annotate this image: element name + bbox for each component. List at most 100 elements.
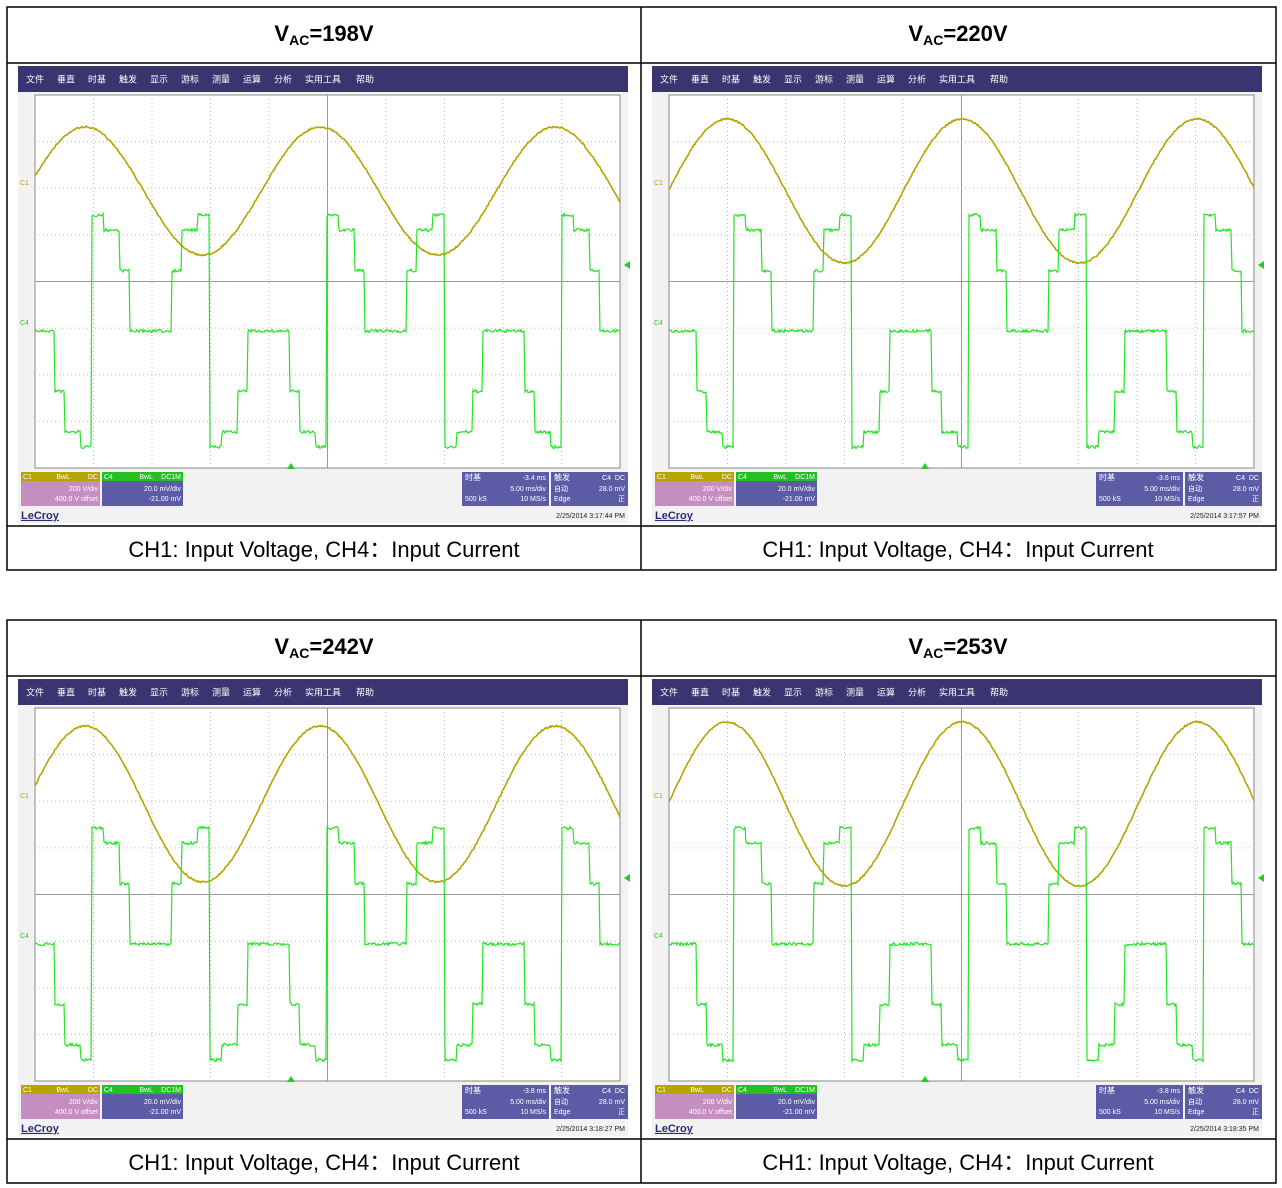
trigger-label: 触发	[1188, 1085, 1204, 1095]
channel-name: C1	[657, 1087, 666, 1094]
channel-marker: C1	[20, 180, 29, 187]
timestamp: 2/25/2014 3:17:44 PM	[556, 513, 625, 520]
channel-marker: C1	[654, 180, 663, 187]
channel-marker: C4	[654, 320, 663, 327]
channel-name: C4	[104, 474, 113, 481]
scope-logo: LeCroy	[655, 1123, 694, 1135]
timebase-scale: 5.00 ms/div	[510, 486, 546, 493]
menu-item: 帮助	[990, 73, 1008, 84]
menu-item: 时基	[722, 686, 740, 697]
timebase-scale: 5.00 ms/div	[510, 1099, 546, 1106]
menu-item: 实用工具	[305, 686, 341, 697]
timebase-delay: -3.8 ms	[1157, 1088, 1181, 1095]
channel-name: C1	[657, 474, 666, 481]
menu-item: 时基	[88, 73, 106, 84]
menu-item: 显示	[150, 74, 168, 84]
title-main: V	[274, 21, 289, 46]
sample-count: 500 kS	[465, 1109, 487, 1116]
bandwidth: BwL	[690, 1087, 704, 1094]
panel-caption: CH1: Input Voltage, CH4：Input Current	[762, 537, 1153, 562]
sample-rate: 10 MS/s	[1154, 496, 1180, 503]
menu-item: 游标	[181, 686, 199, 697]
vertical-offset: 400.0 V offset	[55, 496, 98, 503]
vertical-scale: 20.0 mV/div	[144, 486, 181, 493]
sample-count: 500 kS	[1099, 496, 1121, 503]
title-rest: =220V	[943, 21, 1008, 46]
menu-item: 垂直	[57, 73, 75, 84]
trigger-source: C4	[602, 475, 611, 482]
menu-item: 触发	[753, 686, 771, 697]
vertical-scale: 200 V/div	[703, 1099, 733, 1106]
menu-item: 分析	[908, 686, 926, 697]
vertical-scale: 200 V/div	[69, 1099, 99, 1106]
channel-name: C4	[104, 1087, 113, 1094]
bandwidth: BwL	[773, 1087, 787, 1094]
page: {"scope_menu": ["文件", "垂直", "时基", "触发", …	[0, 0, 1282, 1188]
timebase-scale: 5.00 ms/div	[1144, 486, 1180, 493]
sample-count: 500 kS	[465, 496, 487, 503]
coupling: DC1M	[161, 474, 181, 481]
title-sub: AC	[289, 32, 309, 48]
scope-logo: LeCroy	[655, 510, 694, 522]
sample-rate: 10 MS/s	[520, 1109, 546, 1116]
timebase-delay: -3.8 ms	[523, 1088, 547, 1095]
trigger-level: 28.0 mV	[1233, 486, 1259, 493]
coupling: DC1M	[161, 1087, 181, 1094]
vertical-offset: -21.00 mV	[149, 1109, 182, 1116]
menu-item: 时基	[722, 73, 740, 84]
trigger-coupling: DC	[615, 475, 625, 482]
title-sub: AC	[923, 645, 943, 661]
menu-item: 文件	[660, 73, 678, 84]
menu-item: 游标	[815, 686, 833, 697]
timestamp: 2/25/2014 3:18:35 PM	[1190, 1126, 1259, 1133]
panel-title: VAC=242V	[274, 634, 373, 661]
title-rest: =242V	[309, 634, 374, 659]
vertical-offset: -21.00 mV	[783, 1109, 816, 1116]
timebase-label: 时基	[465, 472, 481, 482]
vertical-offset: 400.0 V offset	[55, 1109, 98, 1116]
trigger-mode: 自动	[1188, 1097, 1202, 1106]
menu-item: 测量	[212, 74, 230, 84]
menu-item: 文件	[660, 686, 678, 697]
coupling: DC	[88, 1087, 98, 1094]
menu-item: 时基	[88, 686, 106, 697]
channel-name: C4	[738, 474, 747, 481]
trigger-mode: 自动	[554, 484, 568, 493]
panel-caption: CH1: Input Voltage, CH4：Input Current	[762, 1150, 1153, 1175]
trigger-slope: 正	[618, 495, 625, 503]
bandwidth: BwL	[690, 474, 704, 481]
menu-item: 测量	[846, 687, 864, 697]
title-main: V	[908, 634, 923, 659]
menu-item: 分析	[908, 73, 926, 84]
trigger-level: 28.0 mV	[1233, 1099, 1259, 1106]
timebase-label: 时基	[465, 1085, 481, 1095]
trigger-coupling: DC	[615, 1088, 625, 1095]
trigger-source: C4	[1236, 1088, 1245, 1095]
trigger-mode: 自动	[1188, 484, 1202, 493]
trigger-type: Edge	[554, 1109, 570, 1116]
bandwidth: BwL	[139, 474, 153, 481]
channel-marker: C1	[20, 793, 29, 800]
menu-item: 实用工具	[939, 686, 975, 697]
trigger-coupling: DC	[1249, 475, 1259, 482]
menu-item: 垂直	[691, 686, 709, 697]
channel-name: C1	[23, 474, 32, 481]
panel-title: VAC=220V	[908, 21, 1007, 48]
timestamp: 2/25/2014 3:18:27 PM	[556, 1126, 625, 1133]
panel-title: VAC=198V	[274, 21, 373, 48]
timebase-label: 时基	[1099, 472, 1115, 482]
menu-item: 运算	[877, 686, 895, 697]
menu-item: 分析	[274, 686, 292, 697]
vertical-scale: 200 V/div	[703, 486, 733, 493]
panel-caption: CH1: Input Voltage, CH4：Input Current	[128, 537, 519, 562]
bandwidth: BwL	[773, 474, 787, 481]
menu-item: 文件	[26, 73, 44, 84]
menu-item: 显示	[784, 687, 802, 697]
trigger-slope: 正	[1252, 495, 1259, 503]
vertical-scale: 20.0 mV/div	[778, 1099, 815, 1106]
title-main: V	[274, 634, 289, 659]
menu-item: 运算	[243, 73, 261, 84]
timebase-scale: 5.00 ms/div	[1144, 1099, 1180, 1106]
menu-item: 实用工具	[305, 73, 341, 84]
trigger-label: 触发	[554, 1085, 570, 1095]
